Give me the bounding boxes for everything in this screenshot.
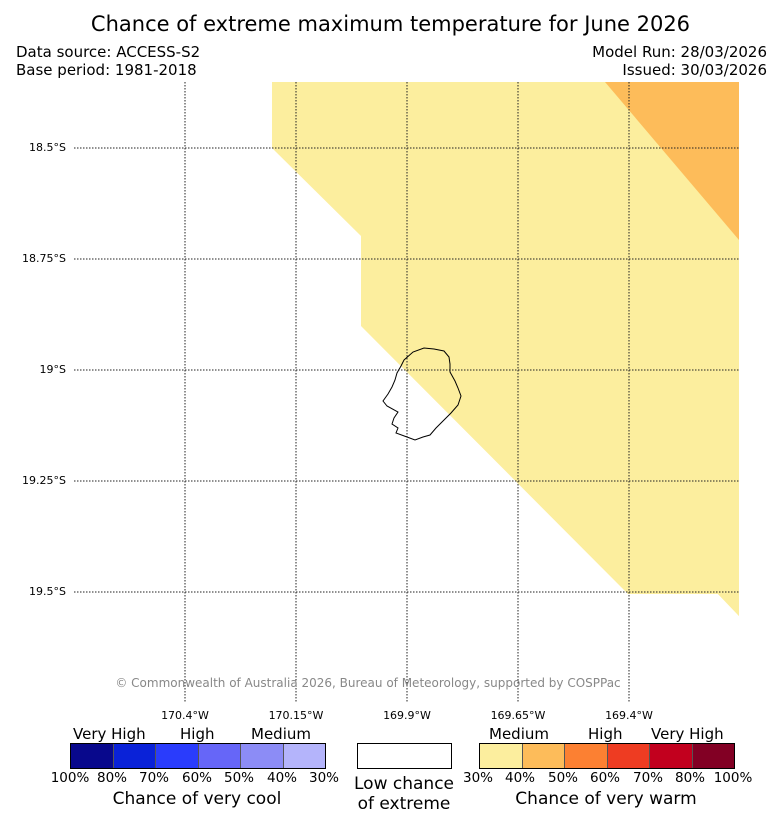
lon-label-169-65: 169.65°W [490, 709, 546, 722]
lat-label-18-75: 18.75°S [22, 252, 66, 265]
cool-level-very-high: Very High [73, 725, 146, 743]
gridlines [74, 82, 739, 702]
warm-tick: 100% [713, 770, 753, 786]
cool-swatch-70-60 [156, 744, 199, 768]
warm-tick: 60% [589, 770, 620, 786]
lon-label-170-4: 170.4°W [161, 709, 209, 722]
lat-label-19-25: 19.25°S [22, 474, 66, 487]
lat-label-19-5: 19.5°S [29, 585, 66, 598]
meta-left: Data source: ACCESS-S2 Base period: 1981… [16, 43, 200, 79]
warm-swatch-40-50 [522, 744, 565, 768]
cool-tick: 50% [223, 770, 254, 786]
page-title: Chance of extreme maximum temperature fo… [90, 12, 691, 36]
warm-tick: 70% [632, 770, 663, 786]
warm-tick: 30% [462, 770, 493, 786]
warm-swatch-80-100 [692, 744, 734, 768]
warm-colorbar [479, 743, 735, 769]
cool-level-medium: Medium [251, 725, 311, 743]
warm-swatch-50-60 [565, 744, 608, 768]
data-source: Data source: ACCESS-S2 [16, 43, 201, 61]
cool-tick: 60% [181, 770, 212, 786]
cool-tick: 100% [50, 770, 90, 786]
lon-label-169-9: 169.9°W [383, 709, 431, 722]
warm-level-medium: Medium [489, 725, 549, 743]
meta-right: Model Run: 28/03/2026 Issued: 30/03/2026 [592, 43, 767, 79]
warm-swatch-30-40 [480, 744, 523, 768]
cool-tick: 80% [96, 770, 127, 786]
cool-tick: 30% [308, 770, 339, 786]
warm-tick: 80% [674, 770, 705, 786]
neutral-swatch [357, 743, 452, 769]
cool-swatch-100-80 [71, 744, 114, 768]
cool-swatch-50-40 [241, 744, 284, 768]
neutral-caption-line1: Low chance [354, 774, 454, 794]
lat-label-18-5: 18.5°S [29, 141, 66, 154]
region-warm-30-40 [272, 82, 739, 616]
cool-tick: 40% [266, 770, 297, 786]
warm-caption: Chance of very warm [515, 789, 697, 809]
neutral-caption-line2: of extreme [357, 794, 451, 814]
cool-level-high: High [180, 725, 215, 743]
cool-swatch-80-70 [113, 744, 156, 768]
base-period: Base period: 1981-2018 [16, 61, 197, 79]
warm-tick: 40% [504, 770, 535, 786]
warm-tick: 50% [547, 770, 578, 786]
cool-swatch-40-30 [283, 744, 325, 768]
lon-label-169-4: 169.4°W [605, 709, 653, 722]
warm-swatch-70-80 [650, 744, 693, 768]
lat-label-19: 19°S [39, 363, 66, 376]
warm-level-very-high: Very High [651, 725, 724, 743]
cool-swatch-60-50 [198, 744, 241, 768]
warm-level-high: High [588, 725, 623, 743]
cool-colorbar [70, 743, 326, 769]
warm-swatch-60-70 [607, 744, 650, 768]
niue-island-outline [382, 347, 462, 441]
lon-label-170-15: 170.15°W [268, 709, 324, 722]
cool-caption: Chance of very cool [112, 789, 282, 809]
region-warm-30-40-lower [361, 236, 739, 616]
cool-tick: 70% [138, 770, 169, 786]
copyright-notice: © Commonwealth of Australia 2026, Bureau… [115, 676, 621, 690]
region-warm-40-50 [605, 82, 739, 240]
model-run: Model Run: 28/03/2026 [592, 43, 767, 61]
neutral-caption: Low chance of extreme [340, 774, 468, 814]
issued-date: Issued: 30/03/2026 [622, 61, 767, 79]
region-void-strip [272, 148, 361, 326]
